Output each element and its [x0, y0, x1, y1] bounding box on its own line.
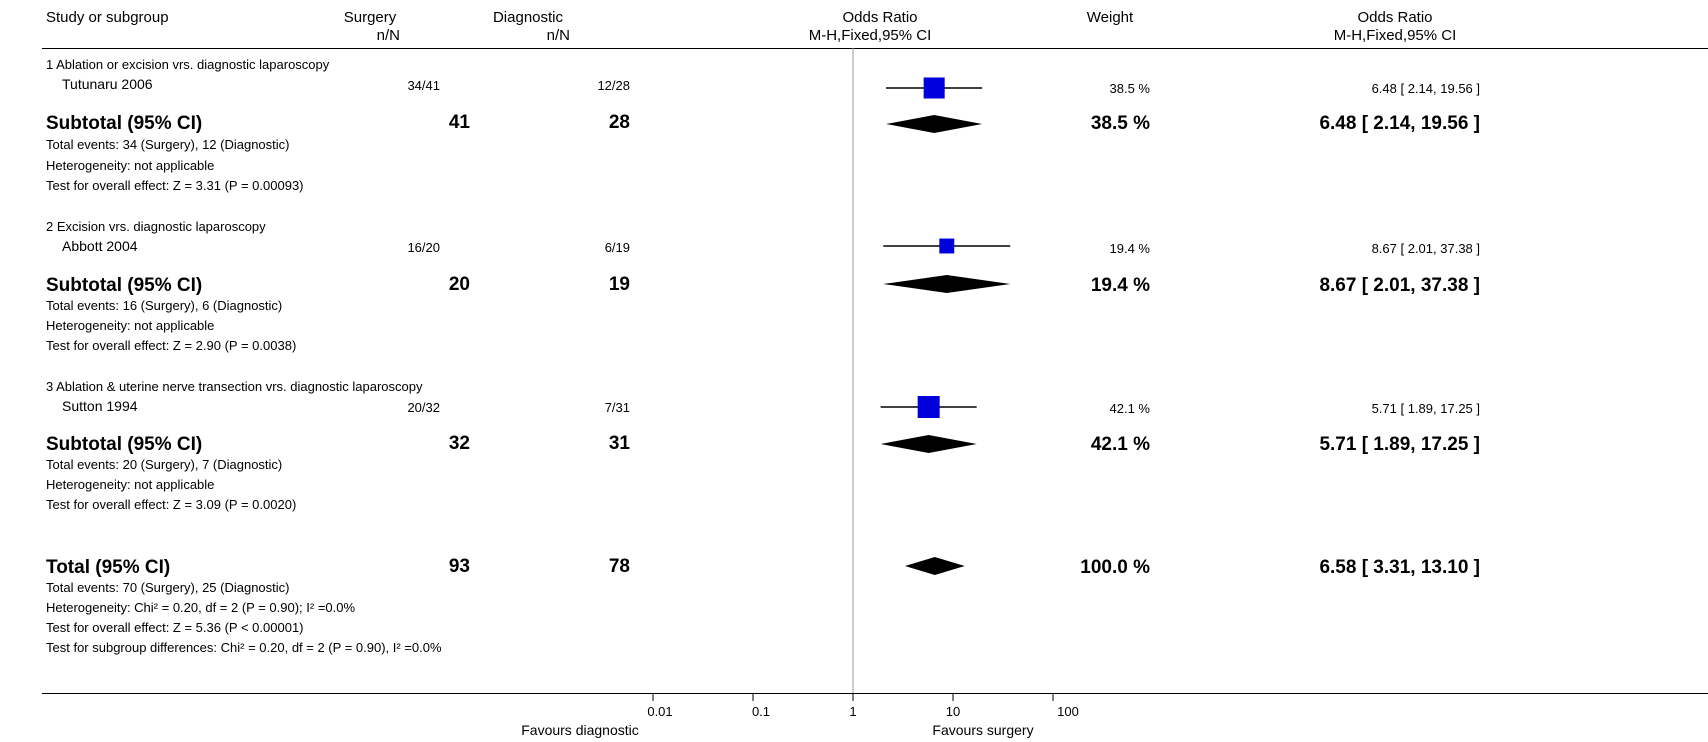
subgroup-title: 1 Ablation or excision vrs. diagnostic l…	[46, 57, 330, 72]
subtotal-weight: 42.1 %	[1090, 434, 1150, 455]
header-study: Study or subgroup	[46, 9, 169, 26]
x-tick-label: 1	[849, 704, 857, 719]
note-total-events: Total events: 70 (Surgery), 25 (Diagnost…	[46, 580, 290, 595]
subtotal-weight: 38.5 %	[1090, 113, 1150, 134]
note-heterogeneity: Heterogeneity: not applicable	[46, 158, 215, 173]
x-tick-label: 0.01	[647, 704, 673, 719]
subtotal-diamond	[880, 435, 977, 453]
total-label: Total (95% CI)	[46, 557, 171, 578]
study-weight: 19.4 %	[1109, 241, 1150, 256]
study-weight: 42.1 %	[1109, 401, 1150, 416]
study-point-estimate	[939, 238, 955, 254]
header-odds-ratio-text: Odds Ratio	[1357, 9, 1433, 26]
study-diagnostic-events: 12/28	[597, 78, 630, 93]
study-surgery-events: 34/41	[407, 78, 440, 93]
subtotal-ci: 8.67 [ 2.01, 37.38 ]	[1319, 275, 1480, 296]
study-weight: 38.5 %	[1109, 81, 1150, 96]
subtotal-surgery-n: 41	[448, 112, 470, 133]
favours-surgery-label: Favours surgery	[932, 722, 1034, 738]
subtotal-weight: 19.4 %	[1090, 275, 1150, 296]
header-surgery: Surgery	[343, 9, 397, 26]
subtotal-label: Subtotal (95% CI)	[46, 275, 203, 296]
header-weight: Weight	[1086, 9, 1134, 26]
overall-diamond	[904, 557, 965, 575]
x-tick-label: 0.1	[751, 704, 771, 719]
study-diagnostic-events: 7/31	[604, 400, 630, 415]
subtotal-ci: 6.48 [ 2.14, 19.56 ]	[1319, 113, 1480, 134]
note-overall-effect: Test for overall effect: Z = 2.90 (P = 0…	[46, 338, 297, 353]
note-overall-effect: Test for overall effect: Z = 5.36 (P < 0…	[46, 620, 304, 635]
study-diagnostic-events: 6/19	[604, 240, 630, 255]
header-rule	[42, 48, 1708, 49]
subtotal-label: Subtotal (95% CI)	[46, 113, 203, 134]
total-diagnostic-n: 78	[608, 556, 630, 577]
header-odds-ratio-text-method: M-H,Fixed,95% CI	[1333, 27, 1457, 44]
study-name: Tutunaru 2006	[62, 76, 153, 92]
subgroup-title: 3 Ablation & uterine nerve transection v…	[46, 379, 423, 394]
study-name: Sutton 1994	[62, 398, 138, 414]
subtotal-label: Subtotal (95% CI)	[46, 434, 203, 455]
header-surgery-sub: n/N	[376, 27, 400, 44]
header-odds-ratio-plot-method: M-H,Fixed,95% CI	[808, 27, 932, 44]
x-tick-label: 100	[1057, 704, 1079, 719]
study-surgery-events: 16/20	[407, 240, 440, 255]
note-subgroup-differences: Test for subgroup differences: Chi² = 0.…	[46, 640, 442, 655]
subtotal-diagnostic-n: 19	[608, 274, 630, 295]
subtotal-ci: 5.71 [ 1.89, 17.25 ]	[1319, 434, 1480, 455]
note-heterogeneity: Heterogeneity: not applicable	[46, 477, 215, 492]
total-surgery-n: 93	[448, 556, 470, 577]
total-ci: 6.58 [ 3.31, 13.10 ]	[1319, 557, 1480, 578]
header-diagnostic-sub: n/N	[546, 27, 570, 44]
subtotal-diagnostic-n: 31	[608, 433, 630, 454]
favours-diagnostic-label: Favours diagnostic	[521, 722, 639, 738]
header-odds-ratio-plot: Odds Ratio	[842, 9, 918, 26]
subtotal-diamond	[886, 115, 983, 133]
subgroup-title: 2 Excision vrs. diagnostic laparoscopy	[46, 219, 266, 234]
total-weight: 100.0 %	[1080, 557, 1150, 578]
note-overall-effect: Test for overall effect: Z = 3.09 (P = 0…	[46, 497, 297, 512]
note-heterogeneity: Heterogeneity: not applicable	[46, 318, 215, 333]
subtotal-diamond	[883, 275, 1011, 293]
study-name: Abbott 2004	[62, 238, 138, 254]
study-ci: 8.67 [ 2.01, 37.38 ]	[1371, 241, 1480, 256]
note-total-events: Total events: 20 (Surgery), 7 (Diagnosti…	[46, 457, 283, 472]
header-diagnostic: Diagnostic	[492, 9, 564, 26]
study-point-estimate	[923, 77, 945, 99]
subtotal-surgery-n: 20	[448, 274, 470, 295]
note-total-events: Total events: 16 (Surgery), 6 (Diagnosti…	[46, 298, 283, 313]
subtotal-surgery-n: 32	[448, 433, 470, 454]
footer-rule	[42, 693, 1708, 694]
note-overall-effect: Test for overall effect: Z = 3.31 (P = 0…	[46, 178, 304, 193]
study-ci: 6.48 [ 2.14, 19.56 ]	[1371, 81, 1480, 96]
study-ci: 5.71 [ 1.89, 17.25 ]	[1371, 401, 1480, 416]
subtotal-diagnostic-n: 28	[608, 112, 630, 133]
note-total-events: Total events: 34 (Surgery), 12 (Diagnost…	[46, 137, 290, 152]
study-point-estimate	[917, 396, 940, 418]
study-surgery-events: 20/32	[407, 400, 440, 415]
note-heterogeneity: Heterogeneity: Chi² = 0.20, df = 2 (P = …	[46, 600, 356, 615]
x-tick-label: 10	[945, 704, 961, 719]
